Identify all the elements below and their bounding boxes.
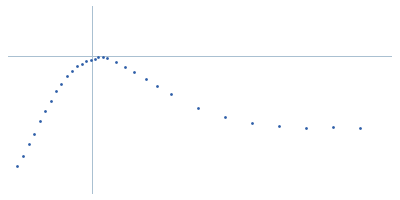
Point <box>31 132 38 135</box>
Point <box>131 71 138 74</box>
Point <box>20 155 26 158</box>
Point <box>113 61 120 64</box>
Point <box>95 56 102 59</box>
Point <box>78 62 85 65</box>
Point <box>26 142 32 145</box>
Point <box>92 57 98 60</box>
Point <box>14 165 20 168</box>
Point <box>48 100 54 103</box>
Point <box>100 56 106 59</box>
Point <box>53 90 60 93</box>
Point <box>194 106 201 109</box>
Point <box>222 115 228 118</box>
Point <box>330 125 336 128</box>
Point <box>154 85 160 88</box>
Point <box>36 120 43 123</box>
Point <box>276 124 282 127</box>
Point <box>104 57 110 60</box>
Point <box>168 92 174 95</box>
Point <box>58 82 64 85</box>
Point <box>69 70 75 73</box>
Point <box>64 75 70 78</box>
Point <box>74 65 80 68</box>
Point <box>42 110 49 113</box>
Point <box>122 66 129 69</box>
Point <box>303 126 309 129</box>
Point <box>249 121 255 124</box>
Point <box>88 58 94 61</box>
Point <box>357 126 364 129</box>
Point <box>83 60 89 63</box>
Point <box>142 77 149 80</box>
